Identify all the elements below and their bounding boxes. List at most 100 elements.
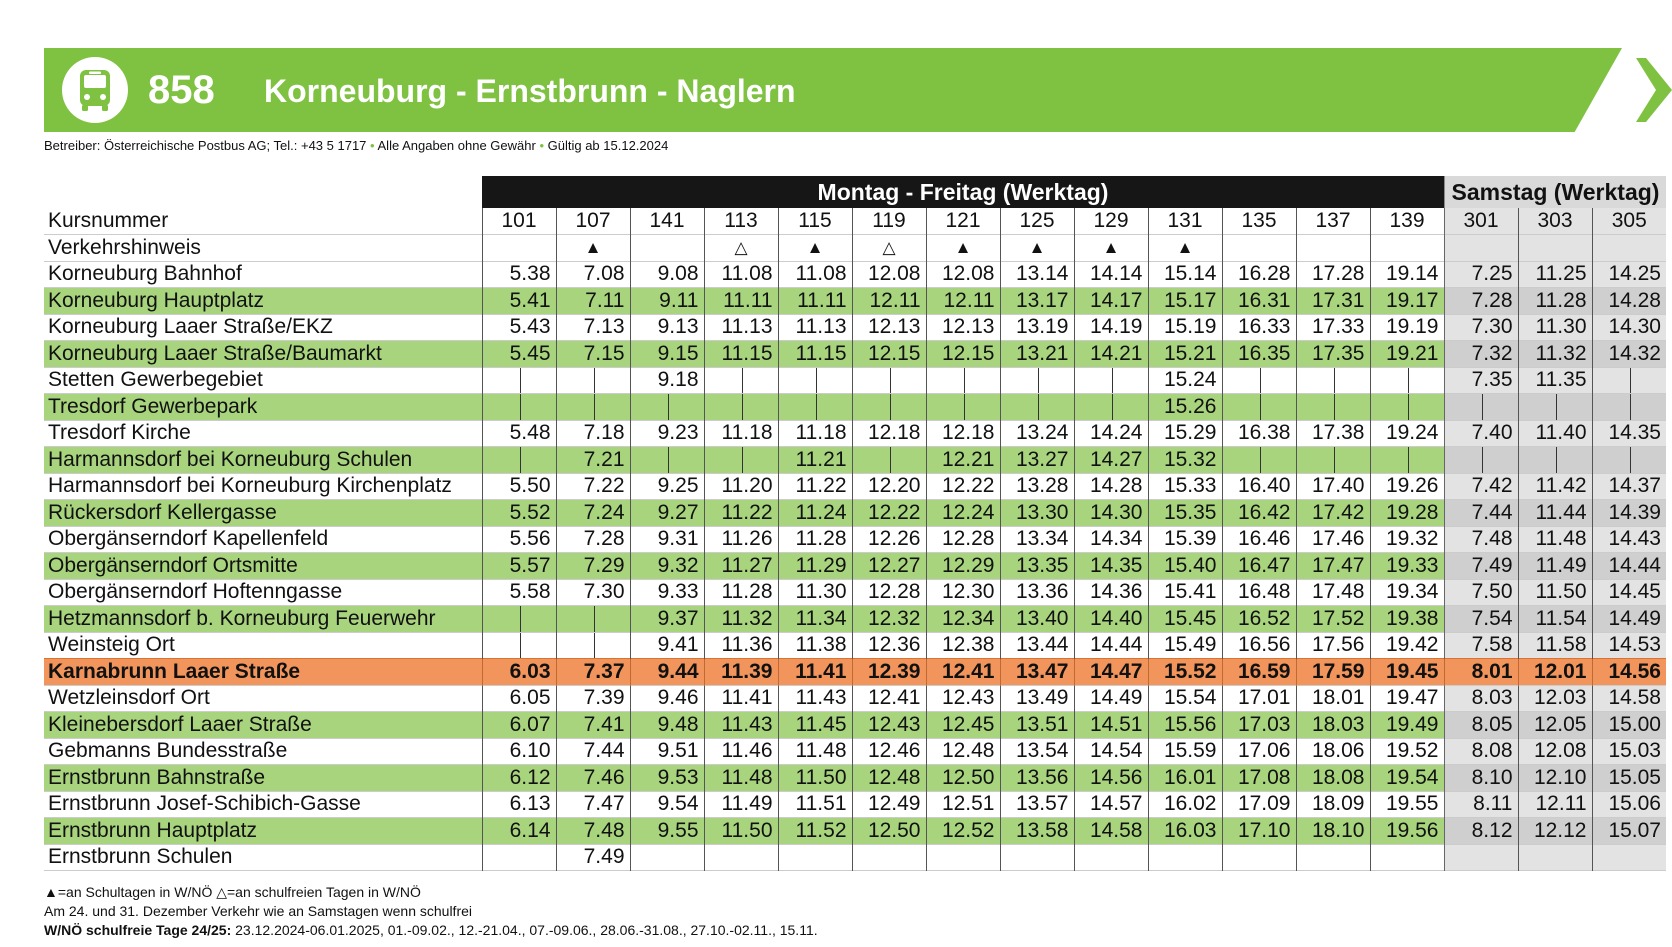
pass-through-marker bbox=[1221, 367, 1296, 394]
departure-time: 16.47 bbox=[1221, 552, 1296, 579]
course-number: 141 bbox=[629, 208, 704, 235]
traffic-note-symbol: ▲ bbox=[1147, 234, 1222, 261]
departure-time: 14.40 bbox=[1073, 605, 1148, 632]
course-number: 301 bbox=[1443, 208, 1518, 235]
stop-row: Hetzmannsdorf b. Korneuburg Feuerwehr 9.3… bbox=[44, 605, 1666, 632]
course-number: 119 bbox=[851, 208, 926, 235]
departure-time: 15.05 bbox=[1591, 764, 1666, 791]
pass-through-marker bbox=[1591, 367, 1666, 394]
departure-time: 15.54 bbox=[1147, 685, 1222, 712]
departure-time: 15.33 bbox=[1147, 473, 1222, 500]
departure-time: 15.26 bbox=[1147, 393, 1222, 420]
stop-name: Weinsteig Ort bbox=[48, 633, 175, 657]
pass-line bbox=[1259, 394, 1261, 420]
course-number: 107 bbox=[555, 208, 630, 235]
departure-time: 16.46 bbox=[1221, 526, 1296, 553]
departure-time: 11.48 bbox=[1517, 526, 1592, 553]
departure-time bbox=[1073, 844, 1148, 871]
departure-time bbox=[1147, 844, 1222, 871]
departure-time: 11.32 bbox=[703, 605, 778, 632]
departure-time: 13.35 bbox=[999, 552, 1074, 579]
departure-time: 12.08 bbox=[1517, 738, 1592, 765]
departure-time: 11.28 bbox=[777, 526, 852, 553]
stop-row: Weinsteig Ort 9.41 11.36 11.38 12.36 12.38 13.… bbox=[44, 632, 1666, 659]
operator-text: Betreiber: Österreichische Postbus AG; T… bbox=[44, 138, 367, 153]
departure-time: 17.35 bbox=[1295, 340, 1370, 367]
stop-row: Karnabrunn Laaer Straße 6.03 7.37 9.44 11.39… bbox=[44, 658, 1666, 685]
departure-time: 11.20 bbox=[703, 473, 778, 500]
stop-name: Tresdorf Kirche bbox=[48, 421, 191, 445]
departure-time: 14.44 bbox=[1073, 632, 1148, 659]
departure-time: 7.28 bbox=[1443, 287, 1518, 314]
departure-time: 6.03 bbox=[481, 658, 556, 685]
disclaimer: Alle Angaben ohne Gewähr bbox=[377, 138, 536, 153]
departure-time bbox=[851, 844, 926, 871]
pass-through-marker bbox=[1221, 393, 1296, 420]
departure-time: 11.13 bbox=[777, 314, 852, 341]
departure-time: 8.11 bbox=[1443, 791, 1518, 818]
departure-time: 8.10 bbox=[1443, 764, 1518, 791]
departure-time: 12.38 bbox=[925, 632, 1000, 659]
pass-line bbox=[889, 394, 891, 420]
pass-through-marker bbox=[1591, 393, 1666, 420]
departure-time bbox=[1369, 844, 1444, 871]
departure-time: 5.50 bbox=[481, 473, 556, 500]
departure-time: 14.32 bbox=[1591, 340, 1666, 367]
departure-time: 15.59 bbox=[1147, 738, 1222, 765]
traffic-note-row: Verkehrshinweis ▲ △ ▲ △ ▲ ▲ ▲ ▲ bbox=[44, 234, 1666, 261]
departure-time: 14.37 bbox=[1591, 473, 1666, 500]
pass-line bbox=[1333, 394, 1335, 420]
departure-time: 17.40 bbox=[1295, 473, 1370, 500]
departure-time: 18.09 bbox=[1295, 791, 1370, 818]
departure-time: 7.49 bbox=[1443, 552, 1518, 579]
departure-time: 15.35 bbox=[1147, 499, 1222, 526]
departure-time: 14.34 bbox=[1073, 526, 1148, 553]
departure-time: 19.56 bbox=[1369, 817, 1444, 844]
stop-name: Harmannsdorf bei Korneuburg Kirchenplatz bbox=[48, 474, 452, 498]
pass-line bbox=[741, 447, 743, 473]
departure-time: 8.12 bbox=[1443, 817, 1518, 844]
course-number: 303 bbox=[1517, 208, 1592, 235]
stop-row: Tresdorf Gewerbepark 15.26 bbox=[44, 393, 1666, 420]
departure-time: 19.28 bbox=[1369, 499, 1444, 526]
departure-time: 15.21 bbox=[1147, 340, 1222, 367]
departure-time: 8.01 bbox=[1443, 658, 1518, 685]
stop-row: Tresdorf Kirche 5.48 7.18 9.23 11.18 11.18 12.… bbox=[44, 420, 1666, 447]
departure-time: 11.39 bbox=[703, 658, 778, 685]
departure-time: 6.07 bbox=[481, 711, 556, 738]
departure-time: 7.44 bbox=[1443, 499, 1518, 526]
departure-time: 7.08 bbox=[555, 261, 630, 288]
departure-time: 19.52 bbox=[1369, 738, 1444, 765]
departure-time: 11.30 bbox=[777, 579, 852, 606]
departure-time: 7.39 bbox=[555, 685, 630, 712]
departure-time: 17.59 bbox=[1295, 658, 1370, 685]
departure-time: 14.35 bbox=[1591, 420, 1666, 447]
departure-time: 19.14 bbox=[1369, 261, 1444, 288]
departure-time: 14.47 bbox=[1073, 658, 1148, 685]
departure-time: 6.13 bbox=[481, 791, 556, 818]
departure-time: 11.35 bbox=[1517, 367, 1592, 394]
departure-time: 15.07 bbox=[1591, 817, 1666, 844]
departure-time: 9.18 bbox=[629, 367, 704, 394]
departure-time: 9.27 bbox=[629, 499, 704, 526]
departure-time: 19.34 bbox=[1369, 579, 1444, 606]
departure-time: 7.32 bbox=[1443, 340, 1518, 367]
departure-time: 11.11 bbox=[777, 287, 852, 314]
pass-line bbox=[1407, 394, 1409, 420]
departure-time: 17.08 bbox=[1221, 764, 1296, 791]
pass-through-marker bbox=[851, 446, 926, 473]
departure-time: 11.51 bbox=[777, 791, 852, 818]
stop-row: Ernstbrunn Schulen 7.49 bbox=[44, 844, 1666, 871]
departure-time: 12.10 bbox=[1517, 764, 1592, 791]
stop-name: Harmannsdorf bei Korneuburg Schulen bbox=[44, 446, 482, 473]
departure-time: 13.57 bbox=[999, 791, 1074, 818]
departure-time: 11.18 bbox=[777, 420, 852, 447]
departure-time: 15.29 bbox=[1147, 420, 1222, 447]
departure-time bbox=[777, 844, 852, 871]
pass-line bbox=[1407, 447, 1409, 473]
departure-time: 14.24 bbox=[1073, 420, 1148, 447]
pass-line bbox=[1481, 394, 1483, 420]
pass-line bbox=[593, 367, 595, 394]
departure-time: 12.05 bbox=[1517, 711, 1592, 738]
departure-time: 14.30 bbox=[1073, 499, 1148, 526]
